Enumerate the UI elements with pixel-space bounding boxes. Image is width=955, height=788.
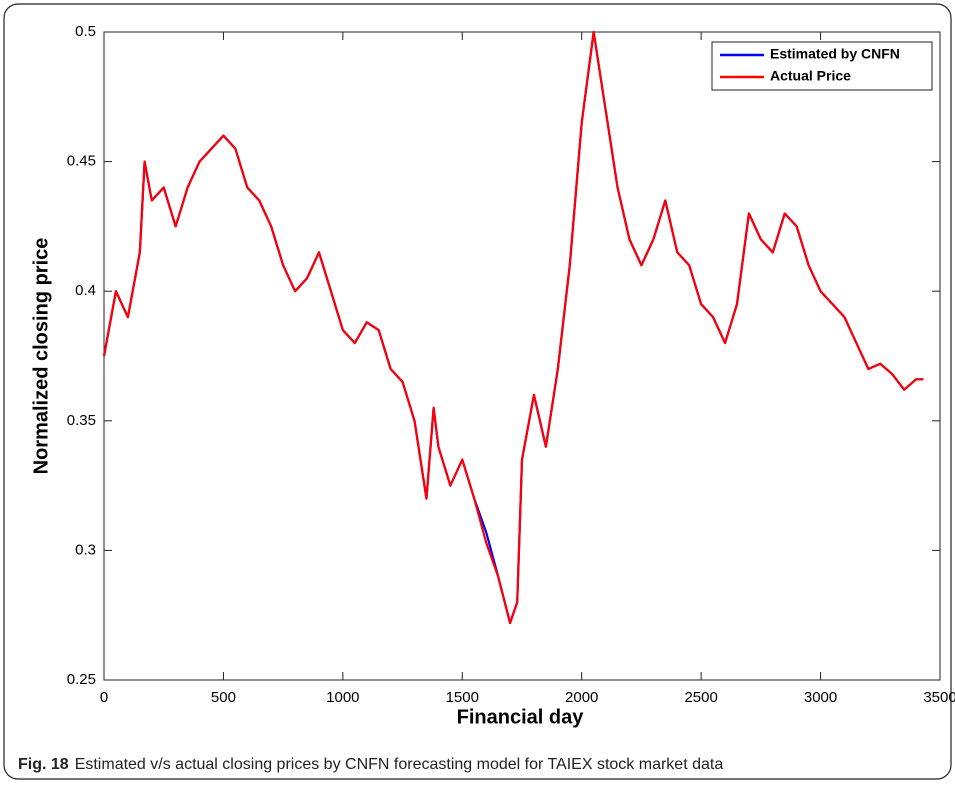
y-tick-label: 0.35: [67, 412, 96, 429]
y-tick-label: 0.45: [67, 153, 96, 170]
series-line: [102, 30, 924, 625]
x-tick-label: 1000: [326, 689, 359, 706]
y-tick-label: 0.5: [75, 23, 96, 40]
y-tick-label: 0.25: [67, 671, 96, 688]
legend-label: Actual Price: [770, 68, 851, 84]
caption-label: Fig. 18: [18, 756, 69, 773]
y-tick-label: 0.3: [75, 541, 96, 558]
plot-area: [103, 31, 941, 681]
legend-label: Estimated by CNFN: [770, 46, 900, 62]
caption-text: Estimated v/s actual closing prices by C…: [75, 756, 724, 773]
x-tick-label: 0: [100, 689, 108, 706]
x-tick-label: 3000: [804, 689, 837, 706]
y-axis-label: Normalized closing price: [30, 238, 52, 475]
x-tick-label: 3500: [923, 689, 955, 706]
x-axis-label: Financial day: [457, 706, 585, 728]
legend-box: [711, 41, 933, 91]
x-tick-label: 2500: [684, 689, 717, 706]
x-tick-label: 500: [211, 689, 236, 706]
x-tick-label: 2000: [565, 689, 598, 706]
caption: Fig. 18 Estimated v/s actual closing pric…: [18, 756, 723, 773]
x-tick-label: 1500: [446, 689, 479, 706]
frame: [3, 3, 952, 780]
y-tick-label: 0.4: [75, 282, 96, 299]
